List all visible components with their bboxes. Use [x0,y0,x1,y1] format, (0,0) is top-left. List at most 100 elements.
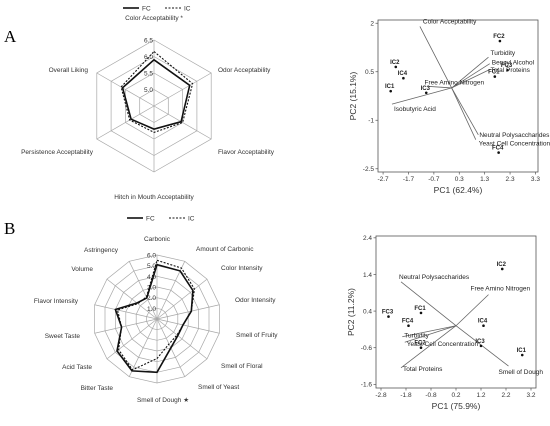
pca-b-vector-label-3: Yeast Cell Concentration [407,341,479,348]
pca-biplot-b: -2.8 -1.8 -0.8 0.2 1.2 2.2 3.2 2.4 1.4 0.4 -0.6 -1.… [346,235,543,411]
pca-b-y-tick-label-2: 0.4 [363,308,372,315]
pca-a-x-tick-label-2: -0.7 [428,176,440,183]
radar-a-series-fc [121,58,191,130]
pca-a-y-axis-label: PC2 (15.1%) [348,72,358,121]
radar-b-ring-label-5: 6.0 [147,253,156,260]
pca-a-loading-vector-4 [427,85,452,89]
radar-a-spoke-1 [153,72,212,107]
pca-a-vector-label-0: Color Acceptability [423,18,477,25]
radar-b-axis-label-2: Color Intensity [221,265,263,272]
pca-b-point-label-fc3: FC3 [382,310,394,316]
radar-b-axis-label-4: Smell of Fruity [236,332,278,339]
pca-a-vector-label-7: Yeast Cell Concentration [479,141,550,148]
pca-a-vector-label-1: Turbidity [490,50,515,57]
radar-a-ring-label-0: 5.0 [144,87,153,94]
radar-b-series-ic [116,259,196,371]
pca-b-score-point-ic4 [482,324,485,328]
pca-a-vector-label-5: Isobutyric Acid [394,106,436,113]
pca-b-y-tick-label-3: -0.6 [361,345,373,352]
radar-b-axis-label-8: Bitter Taste [81,385,114,392]
radar-a-axis-label-3: Hitch in Mouth Acceptability [114,194,194,201]
pca-a-x-axis-label: PC1 (62.4%) [434,185,483,195]
radar-b-legend-label-ic: IC [188,216,195,223]
pca-b-vector-label-0: Neutral Polysaccharides [399,274,470,281]
pca-a-loading-vector-0 [419,26,453,89]
pca-a-loading-vector-1 [451,56,489,89]
pca-a-loading-vector-7 [451,87,477,140]
pca-b-point-label-fc1: FC1 [414,306,426,312]
pca-a-point-label-fc4: FC4 [492,146,504,152]
radar-a-axis-label-1: Odor Acceptability [218,67,271,74]
pca-a-score-point-ic4 [402,76,405,80]
pca-b-score-point-fc2 [419,346,423,350]
radar-a-ring-label-1: 5.5 [144,71,153,78]
pca-b-x-axis-label: PC1 (75.9%) [432,401,481,411]
radar-b-ring-label-1: 2.0 [147,295,156,302]
radar-a-spoke-5 [96,72,155,107]
radar-b-spoke-11 [94,304,158,320]
radar-b-axis-label-1: Amount of Carbonic [196,246,254,253]
radar-a-series-ic [120,50,194,133]
radar-b-axis-label-5: Smell of Floral [221,363,263,370]
pca-b-score-point-ic1 [520,353,524,357]
radar-b-axis-label-0: Carbonic [144,236,171,243]
radar-b-axis-label-12: Volume [71,266,93,273]
pca-b-x-tick-label-2: -0.8 [425,392,437,399]
pca-b-score-point-ic2 [500,267,504,271]
pca-a-x-tick-label-5: 2.3 [506,176,515,183]
pca-b-x-tick-label-1: -1.8 [400,392,412,399]
pca-b-loading-vector-0 [400,281,457,327]
pca-a-y-tick-label-1: 0.5 [365,69,374,76]
radar-b-axis-label-9: Acid Taste [62,364,92,371]
pca-a-score-point-ic2 [394,65,398,69]
pca-a-loading-vector-6 [451,87,479,136]
radar-a-axis-label-5: Overall Liking [49,67,89,74]
radar-a-spoke-2 [153,105,212,140]
radar-b-axis-label-10: Sweet Taste [45,333,81,340]
radar-b-spoke-9 [106,318,158,360]
radar-a-ring-label-3: 6.5 [144,38,153,45]
pca-a-score-point-fc1 [493,75,497,78]
pca-b-score-point-ic3 [479,344,483,348]
panel-letter-b: B [4,219,15,238]
pca-a-point-label-fc2: FC2 [493,34,505,40]
radar-b-spoke-2 [156,278,208,320]
radar-b-ring-label-0: 1.0 [147,306,156,313]
pca-b-score-point-fc3 [387,315,390,318]
pca-b-y-axis-label: PC2 (11.2%) [346,288,356,336]
pca-a-vector-label-4: Free Amino Nitrogen [425,79,485,86]
radar-b-ring-label-3: 4.0 [147,274,156,281]
radar-a-legend-label-fc: FC [142,6,151,13]
pca-b-x-tick-label-0: -2.8 [375,392,387,399]
radar-chart-b: 1.0 2.0 3.0 4.0 5.0 6.0 Carbonic Amount of Carb… [34,216,278,405]
pca-a-x-tick-label-0: -2.7 [377,176,389,183]
pca-a-vector-label-6: Neutral Polysaccharides [479,132,550,139]
pca-b-vector-label-1: Free Amino Nitrogen [471,286,531,293]
pca-a-y-tick-label-2: -1 [368,118,374,125]
pca-a-x-tick-label-3: 0.3 [455,176,464,183]
pca-b-vector-label-5: Smell of Dough [499,369,544,376]
pca-b-score-point-fc1 [419,311,423,315]
pca-a-point-label-ic1: IC1 [385,84,395,90]
radar-b-spoke-3 [156,304,220,320]
radar-b-axis-label-3: Odor Intensity [235,297,276,304]
pca-b-y-tick-label-0: 2.4 [363,235,372,242]
pca-b-point-label-ic3: IC3 [475,339,485,345]
radar-a-axis-label-0: Color Acceptability * [125,15,183,22]
pca-b-vector-label-4: Total Proteins [403,366,443,373]
pca-a-vector-label-2: Benzyl Alcohol [492,60,535,67]
pca-a-x-tick-label-4: 1.3 [480,176,489,183]
radar-b-axis-label-6: Smell of Yeast [198,384,239,391]
radar-b-axis-label-11: Flavor Intensity [34,298,79,305]
radar-a-axis-label-4: Persistence Acceptability [21,149,94,156]
pca-a-score-point-ic3 [424,91,428,95]
pca-a-plot-frame [377,19,539,173]
pca-a-y-tick-label-3: -2.5 [363,166,375,173]
pca-a-point-label-ic3: IC3 [421,86,431,92]
pca-b-x-tick-label-3: 0.2 [451,392,460,399]
pca-a-point-label-ic2: IC2 [390,60,400,66]
pca-b-loading-vector-4 [400,325,457,369]
pca-a-x-tick-label-1: -1.7 [403,176,415,183]
radar-a-spoke-4 [96,105,155,140]
